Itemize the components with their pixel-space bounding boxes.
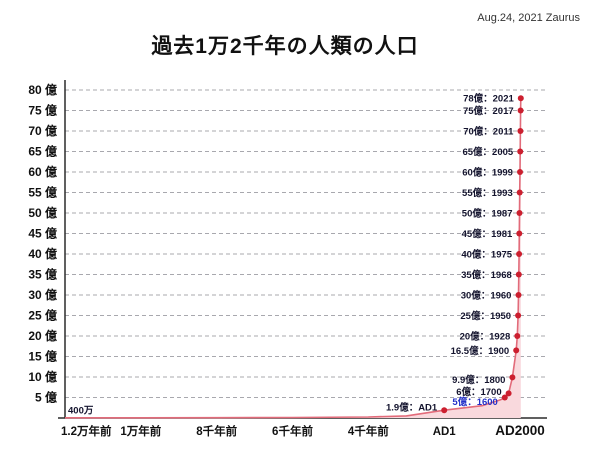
- y-tick-label: 45 億: [28, 226, 57, 241]
- data-point-dot: [516, 251, 523, 257]
- y-tick-label: 65 億: [28, 144, 57, 159]
- data-point-dot: [441, 407, 448, 414]
- chart-title: 過去1万2千年の人類の人口: [151, 35, 419, 58]
- y-tick-label: 80 億: [28, 82, 57, 97]
- annotation-label: 30億：1960: [461, 290, 512, 302]
- annotation-label: 70億：2011: [463, 126, 514, 138]
- y-tick-label: 75 億: [28, 103, 57, 118]
- population-line: [65, 98, 522, 419]
- annotation-label: 78億：2021: [463, 93, 514, 105]
- x-tick-label: 8千年前: [196, 424, 237, 438]
- x-tick-label: 4千年前: [348, 424, 389, 438]
- annotation-label: 65億：2005: [462, 146, 513, 158]
- annotation-label: 60億：1999: [462, 167, 513, 179]
- data-point-dot: [517, 107, 524, 114]
- annotation-label: 45億：1981: [462, 228, 513, 240]
- annotation-label: 50億：1987: [462, 208, 513, 220]
- annotation-label: 1.9億：AD1: [386, 402, 438, 414]
- annotation-label: 400万: [68, 405, 94, 416]
- data-point-dot: [517, 148, 524, 155]
- data-point-dot: [513, 347, 520, 354]
- data-point-dot: [517, 128, 524, 134]
- y-tick-label: 50 億: [28, 205, 57, 220]
- data-point-dot: [517, 169, 523, 175]
- annotation-label: 6億：1700: [456, 386, 501, 398]
- x-tick-label: 1.2万年前: [61, 424, 112, 438]
- y-tick-label: 70 億: [28, 123, 57, 138]
- y-tick-label: 60 億: [28, 164, 57, 179]
- annotation-label: 5億：1600: [452, 396, 497, 408]
- annotation-label: 9.9億：1800: [452, 374, 505, 386]
- data-point-dot: [509, 374, 516, 381]
- y-tick-label: 30 億: [28, 287, 57, 302]
- y-tick-label: 40 億: [28, 246, 57, 261]
- population-area-fill: [65, 98, 521, 418]
- annotation-label: 55億：1993: [462, 187, 513, 199]
- y-tick-label: 10 億: [28, 369, 57, 384]
- y-tick-label: 25 億: [28, 308, 57, 323]
- data-point-dot: [514, 333, 521, 339]
- annotation-label: 16.5億：1900: [451, 345, 510, 357]
- x-tick-label: AD2000: [495, 423, 545, 438]
- data-point-dot: [505, 390, 512, 397]
- data-point-dot: [516, 189, 523, 196]
- annotation-label: 40億：1975: [461, 249, 512, 261]
- data-point-dot: [516, 230, 523, 237]
- y-tick-label: 15 億: [28, 349, 57, 364]
- x-tick-label: AD1: [433, 426, 457, 438]
- x-tick-label: 6千年前: [272, 424, 313, 438]
- data-point-dot: [515, 271, 522, 278]
- data-point-dot: [516, 210, 523, 216]
- data-point-dot: [515, 312, 522, 319]
- data-point-dot: [501, 394, 508, 401]
- annotation-label: 75億：2017: [463, 105, 514, 117]
- data-point-dot: [515, 292, 522, 298]
- data-point-dot: [517, 95, 524, 102]
- annotation-label: 35億：1968: [461, 269, 512, 281]
- y-tick-label: 20 億: [28, 328, 57, 343]
- y-tick-label: 5 億: [35, 390, 57, 405]
- annotation-label: 20億：1928: [460, 331, 511, 343]
- y-tick-label: 35 億: [28, 267, 57, 282]
- x-tick-label: 1万年前: [120, 424, 161, 438]
- y-tick-label: 55 億: [28, 185, 57, 200]
- watermark-credit: Aug.24, 2021 Zaurus: [477, 12, 580, 24]
- annotation-label: 25億：1950: [460, 310, 511, 322]
